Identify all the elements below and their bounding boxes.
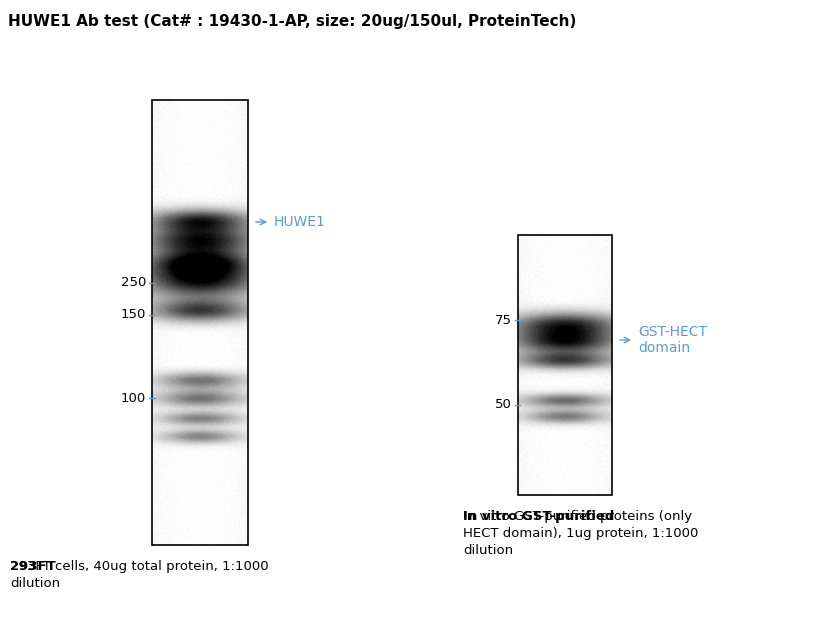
Text: HUWE1 Ab test (Cat# : 19430-1-AP, size: 20ug/150ul, ProteinTech): HUWE1 Ab test (Cat# : 19430-1-AP, size: … (8, 14, 576, 29)
Text: 75: 75 (495, 314, 512, 327)
Text: 50: 50 (495, 399, 512, 412)
Text: 250: 250 (121, 277, 146, 290)
Text: In vitro GST-purified: In vitro GST-purified (463, 510, 614, 523)
Text: 150: 150 (121, 309, 146, 322)
Text: HUWE1: HUWE1 (274, 215, 326, 229)
Text: GST-HECT
domain: GST-HECT domain (638, 325, 707, 355)
Text: 100: 100 (121, 391, 146, 404)
Text: In vitro GST-purified proteins (only
HECT domain), 1ug protein, 1:1000
dilution: In vitro GST-purified proteins (only HEC… (463, 510, 698, 557)
Bar (152, 100, 248, 545)
Bar (518, 235, 612, 495)
Text: 293FT cells, 40ug total protein, 1:1000
dilution: 293FT cells, 40ug total protein, 1:1000 … (10, 560, 269, 590)
Text: 293FT: 293FT (10, 560, 55, 573)
